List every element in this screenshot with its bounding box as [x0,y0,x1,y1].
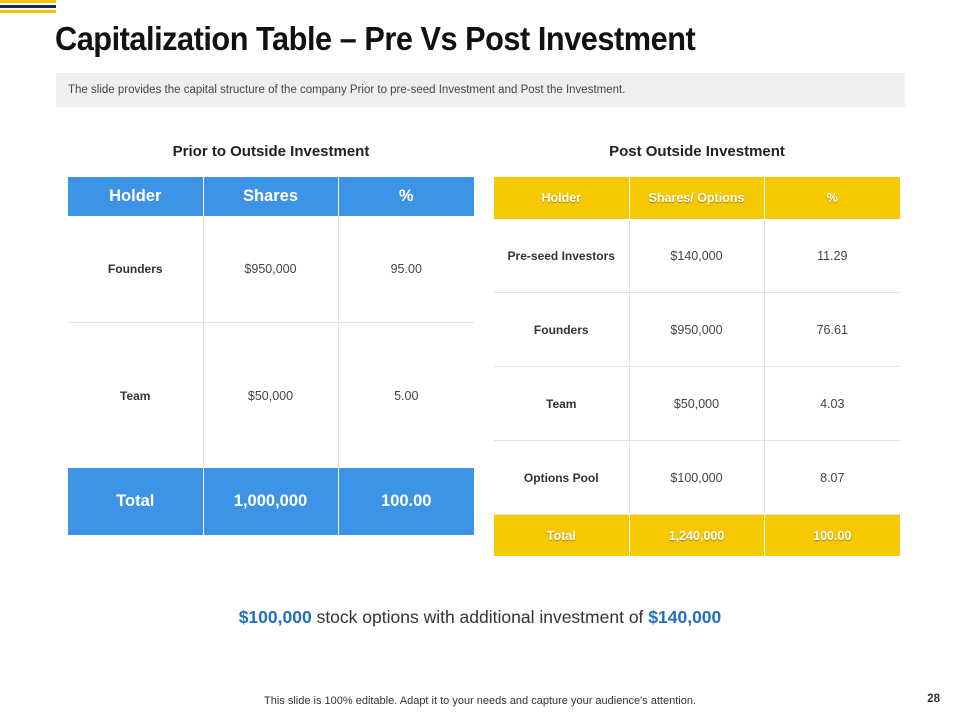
total-percent-cell: 100.00 [338,468,474,535]
percent-cell: 76.61 [764,292,900,367]
percent-cell: 5.00 [394,388,419,403]
table-row: Founders $950,000 95.00 [68,216,474,323]
accent-bar-yellow-top [0,0,56,3]
percent-cell: 4.03 [764,366,900,441]
total-percent-cell: 100.00 [764,514,900,556]
accent-bar-navy [0,5,56,8]
shares-cell: $100,000 [629,440,765,515]
shares-cell: $140,000 [629,219,765,293]
subtitle-text: The slide provides the capital structure… [68,84,626,96]
total-row: Total 1,000,000 100.00 [68,468,474,535]
table-row: Team $50,000 5.00 [68,322,474,468]
table-header-row: Holder Shares % [68,177,474,216]
note-amount-investment: $140,000 [648,607,722,627]
table-row: Founders $950,000 76.61 [494,292,900,367]
table-row: Pre-seed Investors $140,000 11.29 [494,219,900,293]
total-shares-cell: 1,000,000 [203,468,339,535]
shares-cell: $950,000 [203,216,339,323]
header-shares-options: Shares/ Options [629,177,765,219]
table-row: Team $50,000 4.03 [494,366,900,441]
note-text: stock options with additional investment… [311,607,649,627]
accent-bars [0,0,56,14]
footer-note: This slide is 100% editable. Adapt it to… [264,695,696,707]
holder-cell: Founders [494,292,630,367]
total-shares-cell: 1,240,000 [629,514,765,556]
holder-cell: Options Pool [494,440,630,515]
holder-cell: Founders [68,216,204,323]
shares-cell: $50,000 [203,322,339,468]
post-investment-table: Holder Shares/ Options % Pre-seed Invest… [494,177,900,556]
pre-investment-table: Holder Shares % Founders $950,000 95.00 … [68,177,474,535]
header-percent: % [764,177,900,219]
header-percent: % [338,177,474,216]
subtitle-band: The slide provides the capital structure… [56,73,905,107]
total-label-cell: Total [68,468,204,535]
header-holder: Holder [494,177,630,219]
note-amount-options: $100,000 [238,607,312,627]
percent-cell: 11.29 [764,219,900,293]
header-shares: Shares [203,177,339,216]
holder-cell: Team [494,366,630,441]
total-label-cell: Total [494,514,630,556]
header-holder: Holder [68,177,204,216]
table-row: Options Pool $100,000 8.07 [494,440,900,515]
percent-cell: 8.07 [764,440,900,515]
holder-cell: Team [68,322,204,468]
holder-cell: Pre-seed Investors [494,219,630,293]
accent-bar-yellow-bottom [0,10,56,13]
total-row: Total 1,240,000 100.00 [494,514,900,556]
shares-cell: $50,000 [629,366,765,441]
pre-investment-heading: Prior to Outside Investment [172,143,370,160]
table-header-row: Holder Shares/ Options % [494,177,900,219]
post-investment-heading: Post Outside Investment [609,143,785,160]
percent-cell: 95.00 [338,216,474,323]
stock-options-note: $100,000 stock options with additional i… [0,607,960,628]
page-title: Capitalization Table – Pre Vs Post Inves… [55,20,696,57]
page-number: 28 [927,693,940,705]
shares-cell: $950,000 [629,292,765,367]
